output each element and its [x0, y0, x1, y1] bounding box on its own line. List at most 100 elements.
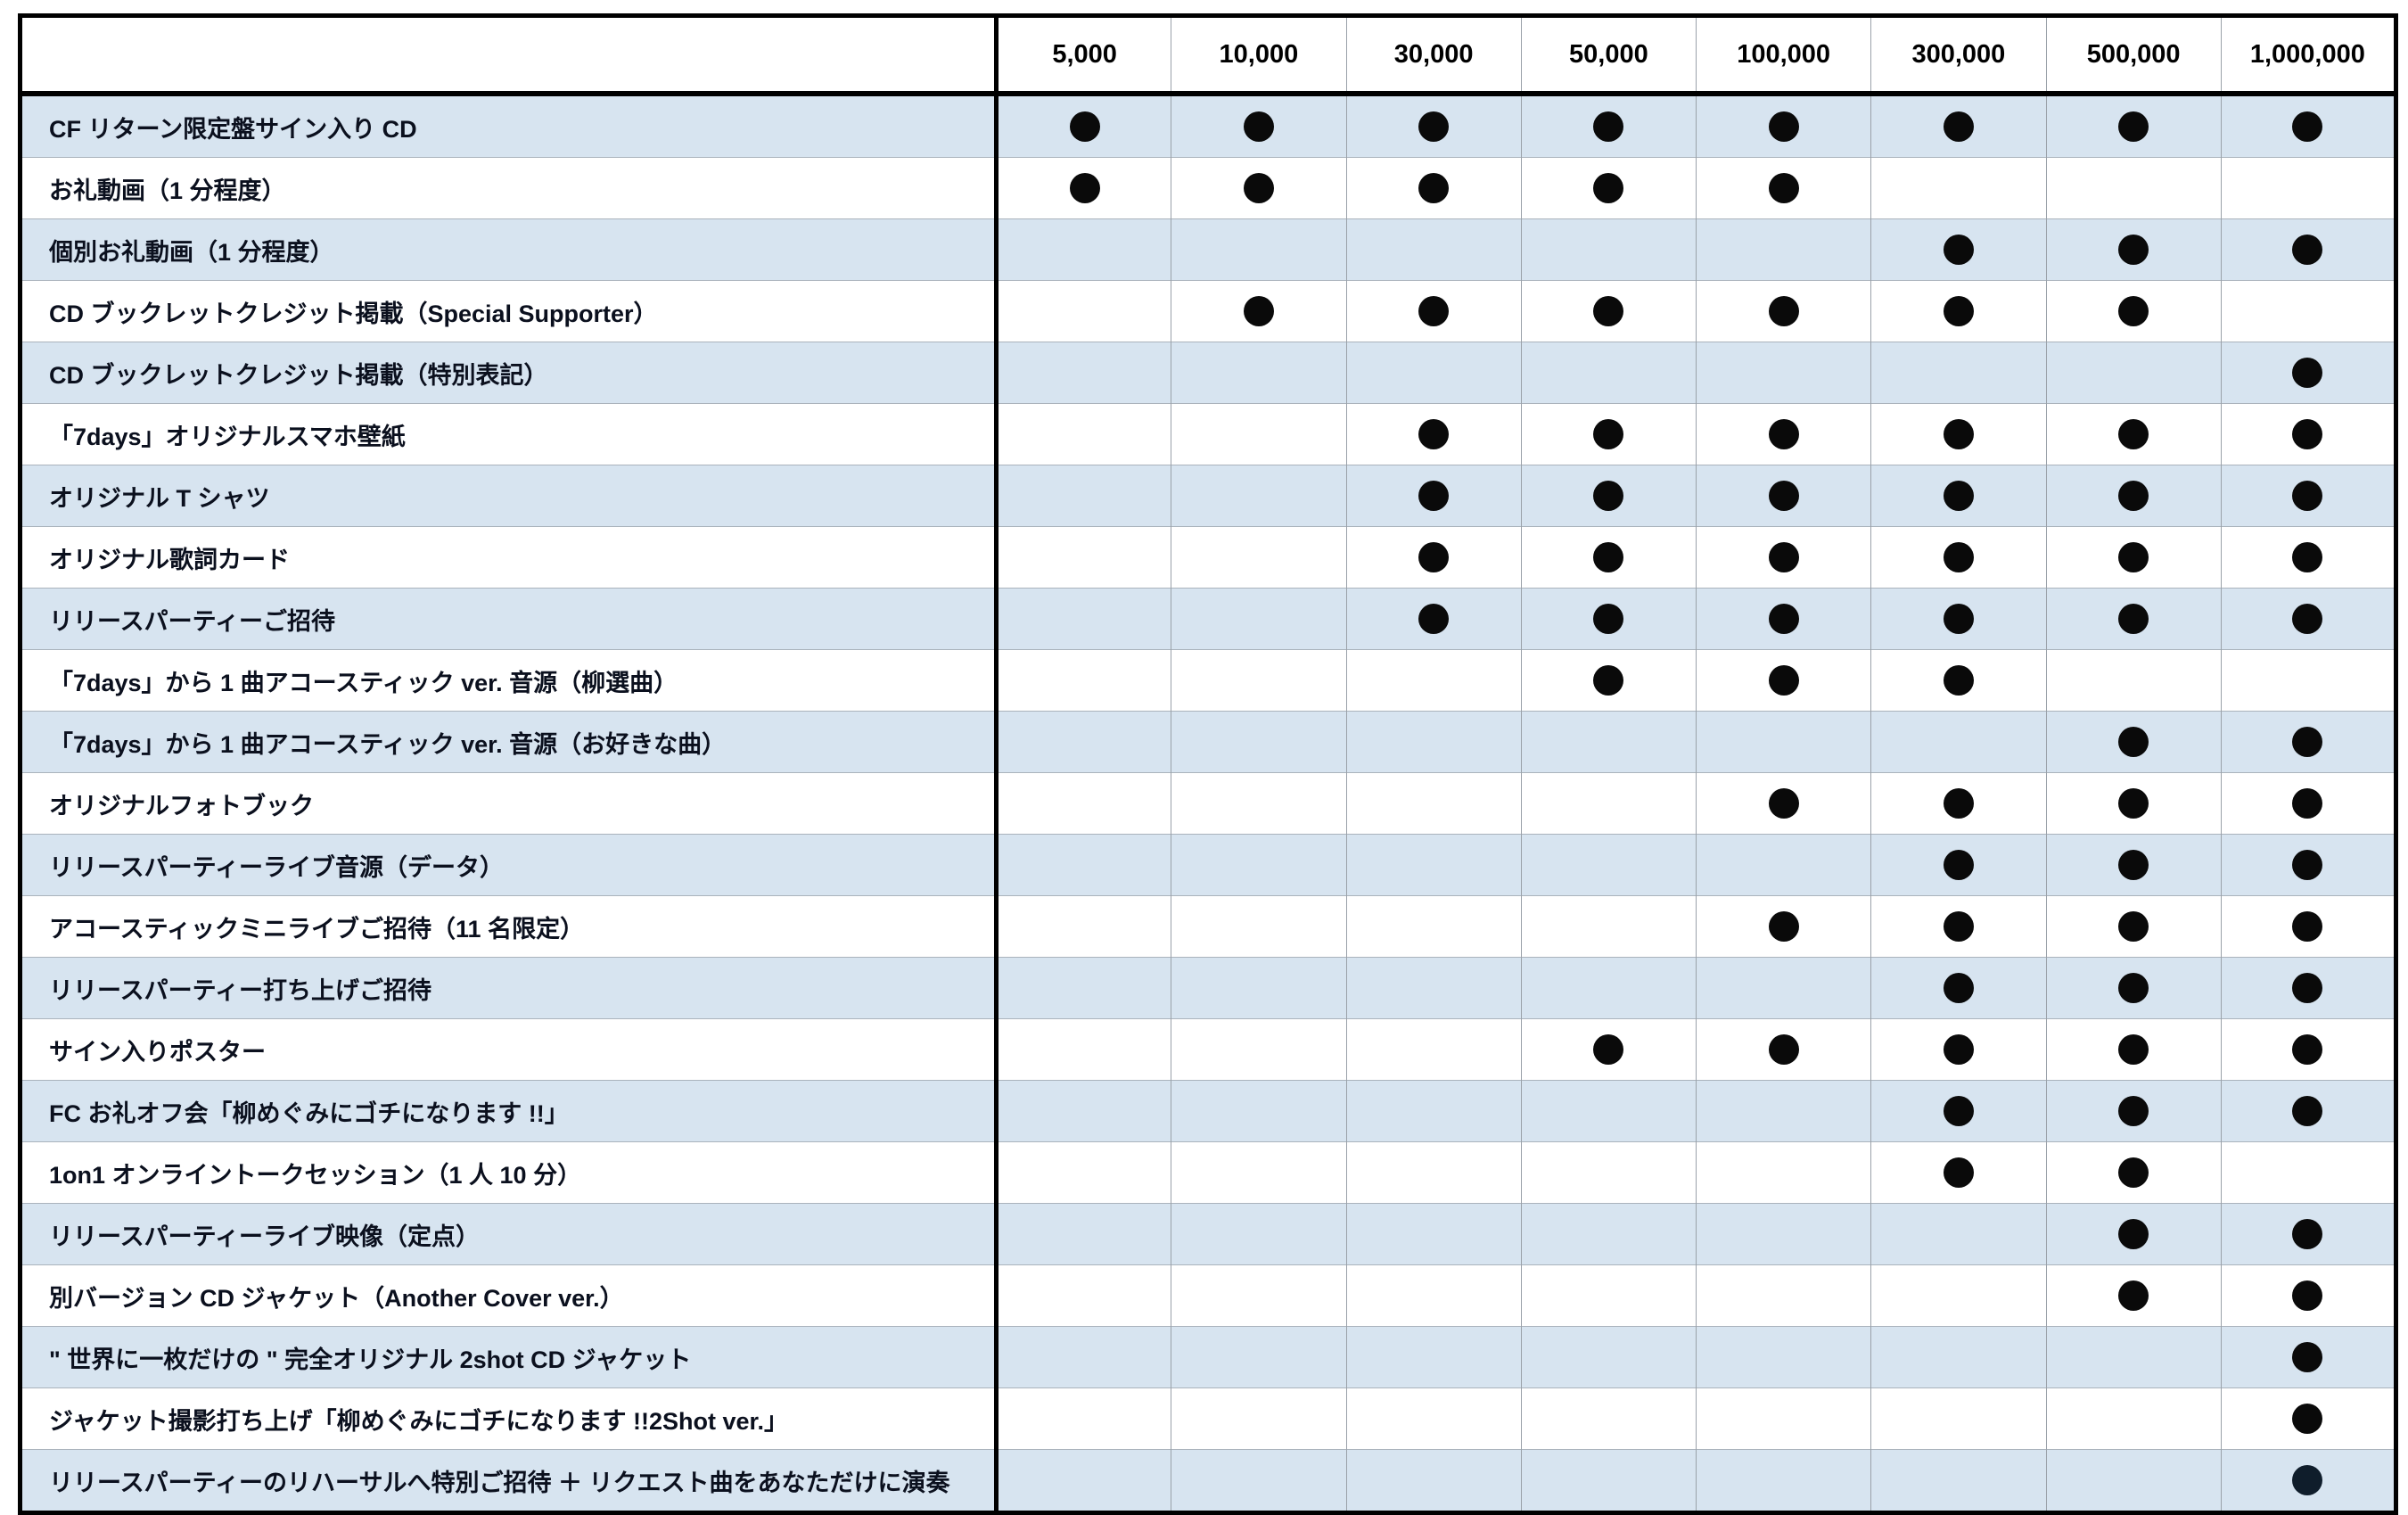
- tier-cell: [1520, 834, 1697, 896]
- included-dot-icon: [2292, 111, 2323, 142]
- tier-cell: [2045, 1203, 2222, 1265]
- table-row: FC お礼オフ会「柳めぐみにゴチになります !!」: [20, 1080, 2396, 1142]
- tier-cell: [1695, 588, 1871, 650]
- included-dot-icon: [2292, 358, 2323, 388]
- tier-cell: [2220, 1141, 2396, 1204]
- included-dot-icon: [1418, 296, 1450, 326]
- tier-cell: [1520, 772, 1697, 835]
- included-dot-icon: [1418, 419, 1450, 449]
- included-dot-icon: [1768, 542, 1799, 572]
- tier-cell: [1345, 711, 1522, 773]
- tier-cell: [1870, 1018, 2046, 1081]
- tier-cell: [1171, 280, 1346, 342]
- tier-cell: [1695, 218, 1871, 281]
- included-dot-icon: [2292, 1342, 2323, 1372]
- included-dot-icon: [1943, 481, 1974, 511]
- tier-cell: [1345, 157, 1522, 219]
- tier-cell: [2045, 957, 2222, 1019]
- tier-cell: [1870, 403, 2046, 465]
- tier-cell: [1520, 1387, 1697, 1450]
- included-dot-icon: [2292, 419, 2323, 449]
- reward-label: リリースパーティーライブ音源（データ）: [20, 834, 999, 896]
- included-dot-icon: [2118, 481, 2149, 511]
- tier-cell: [1171, 1203, 1346, 1265]
- tier-cell: [1695, 649, 1871, 712]
- tier-cell: [1520, 218, 1697, 281]
- tier-cell: [1870, 218, 2046, 281]
- table-row: CF リターン限定盤サイン入り CD: [20, 93, 2396, 158]
- tier-cell: [1171, 1018, 1346, 1081]
- tier-header: 1,000,000: [2220, 15, 2396, 96]
- table-row: 「7days」オリジナルスマホ壁紙: [20, 403, 2396, 465]
- included-dot-icon: [1768, 296, 1799, 326]
- included-dot-icon: [2292, 1034, 2323, 1065]
- tier-cell: [2045, 1264, 2222, 1327]
- included-dot-icon: [1943, 788, 1974, 819]
- included-dot-icon: [1943, 973, 1974, 1003]
- tier-cell: [1520, 649, 1697, 712]
- included-dot-icon: [2292, 727, 2323, 757]
- tier-cell: [2045, 218, 2222, 281]
- included-dot-icon: [2118, 1219, 2149, 1249]
- reward-label: お礼動画（1 分程度）: [20, 157, 999, 219]
- tier-cell: [2045, 895, 2222, 958]
- included-dot-icon: [1069, 173, 1100, 203]
- tier-cell: [995, 1387, 1171, 1450]
- tier-cell: [1171, 93, 1346, 158]
- table-row: リリースパーティーのリハーサルへ特別ご招待 ＋ リクエスト曲をあなただけに演奏: [20, 1449, 2396, 1513]
- tier-cell: [995, 711, 1171, 773]
- included-dot-icon: [1768, 481, 1799, 511]
- tier-cell: [1520, 1326, 1697, 1388]
- included-dot-icon: [2118, 727, 2149, 757]
- tier-cell: [1695, 280, 1871, 342]
- tier-cell: [2045, 1080, 2222, 1142]
- tier-cell: [1171, 772, 1346, 835]
- reward-label: 「7days」オリジナルスマホ壁紙: [20, 403, 999, 465]
- tier-cell: [1345, 218, 1522, 281]
- tier-cell: [2220, 649, 2396, 712]
- reward-label: リリースパーティー打ち上げご招待: [20, 957, 999, 1019]
- tier-cell: [2045, 1141, 2222, 1204]
- tier-cell: [1870, 772, 2046, 835]
- tier-cell: [1520, 526, 1697, 589]
- reward-label: ジャケット撮影打ち上げ「柳めぐみにゴチになります !!2Shot ver.」: [20, 1387, 999, 1450]
- table-row: 「7days」から 1 曲アコースティック ver. 音源（お好きな曲）: [20, 711, 2396, 773]
- tier-cell: [1870, 1141, 2046, 1204]
- table-row: リリースパーティーライブ映像（定点）: [20, 1203, 2396, 1265]
- tier-cell: [1695, 1387, 1871, 1450]
- tier-cell: [2045, 526, 2222, 589]
- reward-label: リリースパーティーご招待: [20, 588, 999, 650]
- included-dot-icon: [1768, 173, 1799, 203]
- tier-cell: [1171, 1264, 1346, 1327]
- reward-label: オリジナル歌詞カード: [20, 526, 999, 589]
- tier-cell: [1520, 1203, 1697, 1265]
- tier-cell: [1171, 711, 1346, 773]
- tier-cell: [2045, 834, 2222, 896]
- included-dot-icon: [2292, 1219, 2323, 1249]
- reward-label: リリースパーティーライブ映像（定点）: [20, 1203, 999, 1265]
- tier-cell: [1345, 1203, 1522, 1265]
- tier-cell: [1520, 895, 1697, 958]
- tier-cell: [1171, 1080, 1346, 1142]
- included-dot-icon: [1943, 911, 1974, 942]
- included-dot-icon: [1943, 850, 1974, 880]
- tier-cell: [2045, 465, 2222, 527]
- included-dot-icon: [1418, 173, 1450, 203]
- reward-label: アコースティックミニライブご招待（11 名限定）: [20, 895, 999, 958]
- tier-cell: [1520, 280, 1697, 342]
- tier-cell: [1695, 1203, 1871, 1265]
- tier-cell: [1345, 1141, 1522, 1204]
- tier-cell: [1345, 895, 1522, 958]
- included-dot-icon: [2118, 419, 2149, 449]
- rewards-table: 5,000 10,000 30,000 50,000 100,000 300,000 500…: [18, 13, 2398, 1515]
- tier-cell: [1870, 465, 2046, 527]
- tier-cell: [1171, 895, 1346, 958]
- table-row: リリースパーティーご招待: [20, 588, 2396, 650]
- tier-cell: [1870, 1080, 2046, 1142]
- included-dot-icon: [1418, 481, 1450, 511]
- reward-label: CD ブックレットクレジット掲載（特別表記）: [20, 342, 999, 404]
- tier-cell: [1520, 157, 1697, 219]
- tier-cell: [1345, 834, 1522, 896]
- tier-cell: [1870, 1203, 2046, 1265]
- included-dot-icon: [1768, 419, 1799, 449]
